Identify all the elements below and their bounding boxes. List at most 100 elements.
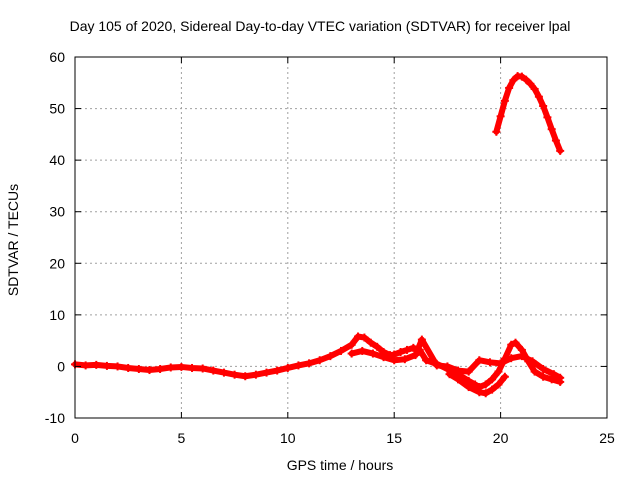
- y-tick-label: 20: [49, 255, 65, 271]
- data-point: [262, 368, 271, 377]
- x-tick-label: 25: [599, 430, 615, 446]
- data-point: [326, 352, 335, 361]
- data-point: [411, 351, 420, 360]
- data-point: [475, 388, 484, 397]
- data-point: [494, 380, 503, 389]
- data-point: [283, 363, 292, 372]
- data-point: [113, 362, 122, 371]
- data-point: [454, 375, 463, 384]
- data-point: [507, 340, 516, 349]
- data-point: [488, 385, 497, 394]
- data-point: [379, 353, 388, 362]
- x-tick-label: 20: [493, 430, 509, 446]
- data-point: [417, 335, 426, 344]
- data-point: [402, 345, 411, 354]
- data-point: [294, 361, 303, 370]
- data-point: [509, 76, 518, 85]
- data-point: [81, 361, 90, 370]
- data-point: [251, 370, 260, 379]
- data-point: [496, 112, 505, 121]
- x-tick-label: 5: [178, 430, 186, 446]
- data-point: [556, 146, 565, 155]
- data-point: [443, 362, 452, 371]
- data-point: [354, 332, 363, 341]
- series-satellite-arcs-low-3: [445, 370, 509, 398]
- data-point: [539, 372, 548, 381]
- data-point: [145, 366, 154, 375]
- data-point: [390, 356, 399, 365]
- chart-title: Day 105 of 2020, Sidereal Day-to-day VTE…: [70, 18, 571, 34]
- y-tick-label: 50: [49, 101, 65, 117]
- data-point: [102, 361, 111, 370]
- data-point: [556, 373, 565, 382]
- data-point: [400, 355, 409, 364]
- data-point: [273, 366, 282, 375]
- data-point: [92, 360, 101, 369]
- data-point: [177, 362, 186, 371]
- data-point: [347, 340, 356, 349]
- data-point: [500, 96, 509, 105]
- data-point: [475, 356, 484, 365]
- data-point: [511, 338, 520, 347]
- data-point: [373, 342, 382, 351]
- data-point: [481, 389, 490, 398]
- data-point: [198, 364, 207, 373]
- data-point: [396, 347, 405, 356]
- y-tick-label: 60: [49, 49, 65, 65]
- data-point: [337, 346, 345, 355]
- data-point: [551, 136, 560, 145]
- y-tick-label: 10: [49, 307, 65, 323]
- data-point: [188, 363, 197, 372]
- data-point: [494, 367, 503, 376]
- data-point: [526, 79, 535, 88]
- data-point: [219, 368, 228, 377]
- data-point: [496, 359, 505, 368]
- x-tick-label: 10: [280, 430, 296, 446]
- data-point: [500, 372, 509, 381]
- data-point: [315, 356, 324, 365]
- data-point: [507, 354, 516, 363]
- data-point: [464, 367, 473, 376]
- data-point: [454, 366, 463, 375]
- data-point: [230, 370, 239, 379]
- data-point: [360, 333, 369, 342]
- x-tick-label: 0: [71, 430, 79, 446]
- y-tick-label: 0: [57, 358, 65, 374]
- data-point: [547, 125, 556, 134]
- x-tick-label: 15: [386, 430, 402, 446]
- data-point: [534, 92, 543, 101]
- y-tick-label: 30: [49, 204, 65, 220]
- axes: 0 5 10 15 20 25 -10 0 10 20 30 40 50 60: [45, 49, 615, 446]
- plot-frame: [74, 56, 608, 419]
- y-axis-label: SDTVAR / TECUs: [5, 184, 21, 296]
- data-point: [517, 72, 526, 81]
- data-point: [543, 113, 552, 122]
- y-tick-label: 40: [49, 152, 65, 168]
- data-point: [549, 370, 558, 379]
- data-point: [530, 367, 539, 376]
- data-point: [368, 349, 377, 358]
- data-point: [530, 84, 539, 93]
- data-points: [71, 72, 565, 398]
- series-satellite-arc-high: [492, 72, 565, 155]
- data-point: [241, 372, 250, 381]
- data-point: [134, 365, 143, 374]
- data-point: [305, 359, 314, 368]
- data-point: [522, 75, 531, 84]
- data-point: [517, 352, 526, 361]
- y-tick-label: -10: [45, 410, 65, 426]
- data-point: [547, 375, 556, 384]
- data-point: [488, 375, 497, 384]
- data-point: [347, 349, 356, 358]
- data-point: [464, 383, 473, 392]
- data-point: [358, 346, 367, 355]
- data-point: [209, 366, 218, 375]
- data-point: [485, 358, 494, 367]
- series-satellite-arcs-low-2: [347, 335, 565, 382]
- series-trace: [493, 73, 564, 154]
- data-point: [528, 357, 537, 366]
- data-point: [445, 370, 454, 379]
